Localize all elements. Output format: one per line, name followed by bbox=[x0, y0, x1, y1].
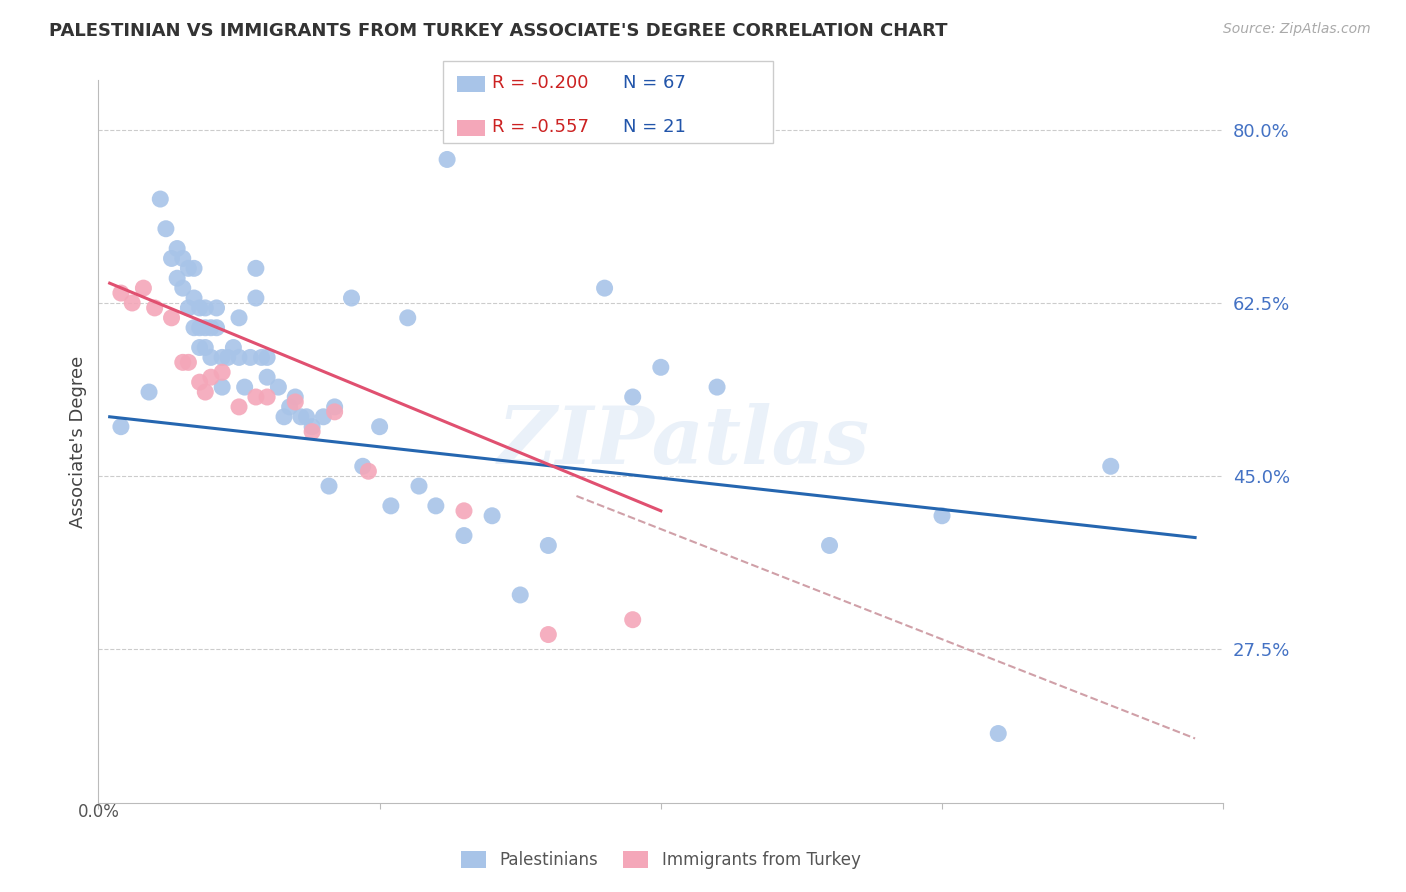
Point bbox=[537, 539, 560, 553]
Point bbox=[205, 320, 228, 334]
Point bbox=[593, 281, 616, 295]
Point bbox=[380, 499, 402, 513]
Point bbox=[436, 153, 458, 167]
Point bbox=[143, 301, 166, 315]
Point bbox=[194, 385, 217, 400]
Point bbox=[211, 351, 233, 365]
Point bbox=[301, 425, 323, 439]
Point bbox=[239, 351, 262, 365]
Point bbox=[222, 341, 245, 355]
Point bbox=[183, 320, 205, 334]
Point bbox=[177, 355, 200, 369]
Point bbox=[267, 380, 290, 394]
Point bbox=[301, 419, 323, 434]
Point bbox=[509, 588, 531, 602]
Point bbox=[233, 380, 256, 394]
Point bbox=[160, 310, 183, 325]
Point bbox=[256, 390, 278, 404]
Point bbox=[172, 252, 194, 266]
Text: N = 21: N = 21 bbox=[623, 118, 686, 136]
Point bbox=[256, 351, 278, 365]
Y-axis label: Associate's Degree: Associate's Degree bbox=[69, 355, 87, 528]
Point bbox=[352, 459, 374, 474]
Point bbox=[290, 409, 312, 424]
Point bbox=[188, 341, 211, 355]
Point bbox=[228, 310, 250, 325]
Point bbox=[228, 400, 250, 414]
Point bbox=[284, 390, 307, 404]
Point bbox=[621, 613, 644, 627]
Point bbox=[188, 301, 211, 315]
Point bbox=[183, 261, 205, 276]
Point bbox=[368, 419, 391, 434]
Point bbox=[453, 528, 475, 542]
Point bbox=[273, 409, 295, 424]
Point bbox=[340, 291, 363, 305]
Point bbox=[211, 380, 233, 394]
Point bbox=[188, 320, 211, 334]
Point bbox=[987, 726, 1010, 740]
Point bbox=[818, 539, 841, 553]
Legend: Palestinians, Immigrants from Turkey: Palestinians, Immigrants from Turkey bbox=[453, 843, 869, 878]
Text: Source: ZipAtlas.com: Source: ZipAtlas.com bbox=[1223, 22, 1371, 37]
Point bbox=[200, 370, 222, 384]
Point bbox=[110, 286, 132, 301]
Point bbox=[537, 627, 560, 641]
Point bbox=[706, 380, 728, 394]
Point bbox=[250, 351, 273, 365]
Point bbox=[481, 508, 503, 523]
Point bbox=[194, 341, 217, 355]
Point bbox=[200, 320, 222, 334]
Point bbox=[132, 281, 155, 295]
Point bbox=[194, 301, 217, 315]
Point bbox=[211, 365, 233, 379]
Point bbox=[110, 419, 132, 434]
Point bbox=[177, 301, 200, 315]
Point bbox=[183, 291, 205, 305]
Point bbox=[256, 370, 278, 384]
Point bbox=[323, 400, 346, 414]
Point bbox=[357, 464, 380, 478]
Point bbox=[149, 192, 172, 206]
Text: R = -0.557: R = -0.557 bbox=[492, 118, 589, 136]
Point bbox=[166, 242, 188, 256]
Point bbox=[931, 508, 953, 523]
Text: N = 67: N = 67 bbox=[623, 74, 686, 92]
Point bbox=[166, 271, 188, 285]
Point bbox=[621, 390, 644, 404]
Point bbox=[312, 409, 335, 424]
Text: ZIPatlas: ZIPatlas bbox=[498, 403, 869, 480]
Point bbox=[425, 499, 447, 513]
Point bbox=[121, 296, 143, 310]
Text: PALESTINIAN VS IMMIGRANTS FROM TURKEY ASSOCIATE'S DEGREE CORRELATION CHART: PALESTINIAN VS IMMIGRANTS FROM TURKEY AS… bbox=[49, 22, 948, 40]
Point bbox=[217, 351, 239, 365]
Text: R = -0.200: R = -0.200 bbox=[492, 74, 589, 92]
Point bbox=[245, 261, 267, 276]
Point bbox=[284, 395, 307, 409]
Text: 0.0%: 0.0% bbox=[77, 803, 120, 821]
Point bbox=[172, 281, 194, 295]
Point bbox=[155, 221, 177, 235]
Point bbox=[278, 400, 301, 414]
Point bbox=[200, 351, 222, 365]
Point bbox=[408, 479, 430, 493]
Point bbox=[323, 405, 346, 419]
Point bbox=[650, 360, 672, 375]
Point bbox=[172, 355, 194, 369]
Point bbox=[160, 252, 183, 266]
Point bbox=[188, 375, 211, 389]
Point bbox=[205, 301, 228, 315]
Point bbox=[177, 261, 200, 276]
Point bbox=[194, 320, 217, 334]
Point bbox=[318, 479, 340, 493]
Point bbox=[453, 504, 475, 518]
Point bbox=[295, 409, 318, 424]
Point bbox=[245, 291, 267, 305]
Point bbox=[138, 385, 160, 400]
Point bbox=[1099, 459, 1122, 474]
Point bbox=[245, 390, 267, 404]
Point bbox=[228, 351, 250, 365]
Point bbox=[396, 310, 419, 325]
